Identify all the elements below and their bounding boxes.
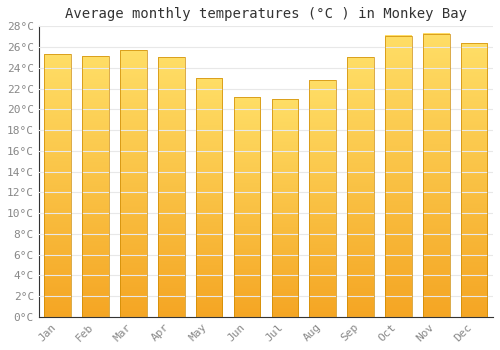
Bar <box>234 97 260 317</box>
Bar <box>120 50 146 317</box>
Bar <box>196 78 222 317</box>
Bar <box>423 34 450 317</box>
Bar <box>272 99 298 317</box>
Bar <box>348 57 374 317</box>
Bar <box>461 43 487 317</box>
Bar <box>385 36 411 317</box>
Bar <box>310 80 336 317</box>
Bar <box>158 57 184 317</box>
Bar <box>44 54 71 317</box>
Title: Average monthly temperatures (°C ) in Monkey Bay: Average monthly temperatures (°C ) in Mo… <box>65 7 467 21</box>
Bar <box>82 56 109 317</box>
